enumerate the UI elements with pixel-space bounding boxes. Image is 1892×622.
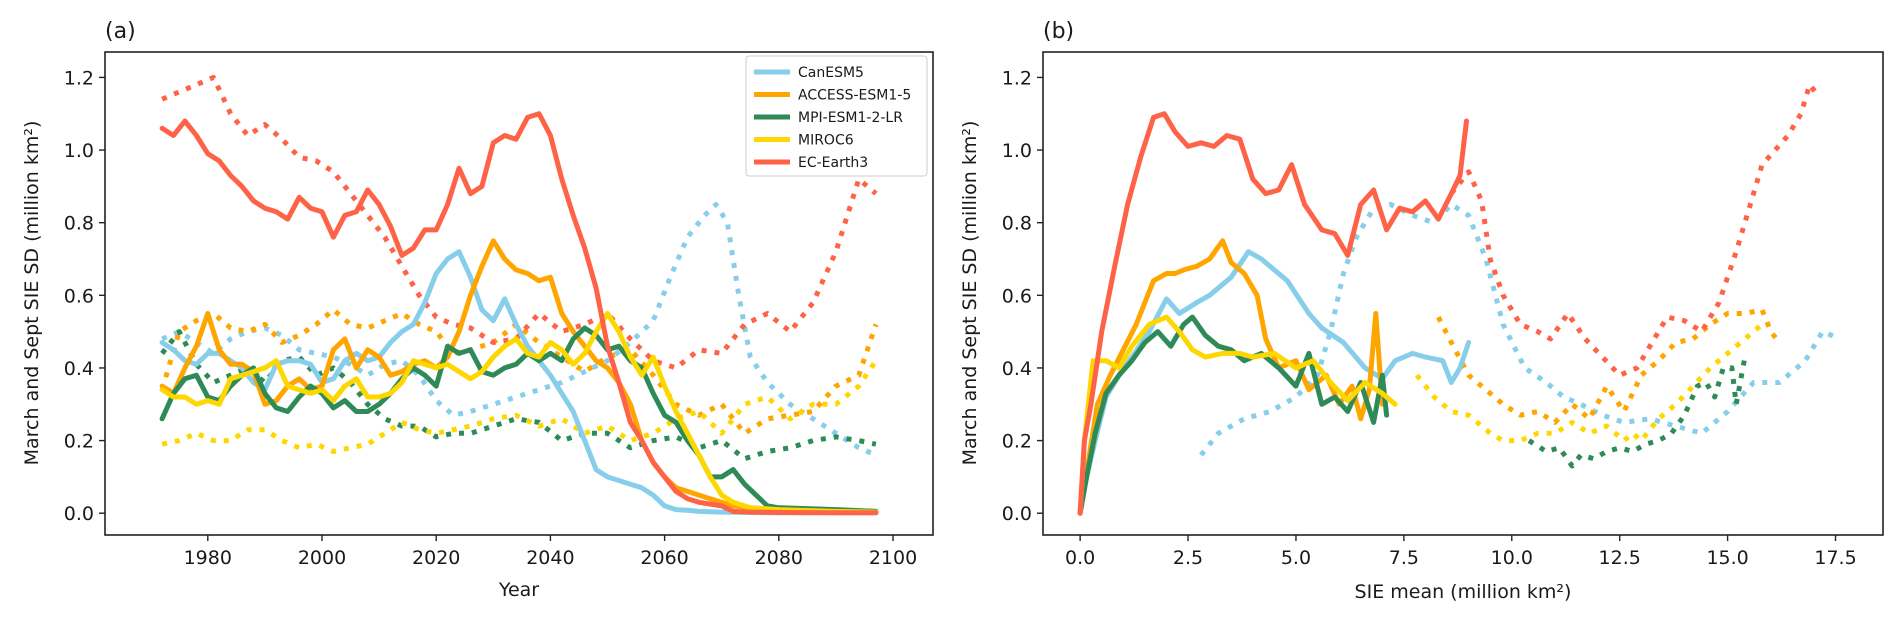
- panel-b-axes-frame: [1042, 51, 1884, 536]
- y-tick-label: 0.4: [1002, 358, 1032, 380]
- y-tick-label: 0.2: [64, 431, 94, 453]
- series-line-miroc6-march: [1414, 322, 1764, 444]
- x-tick-label: 2040: [526, 547, 574, 569]
- x-tick-label: 2000: [298, 547, 346, 569]
- legend-item: ACCESS-ESM1-5: [754, 88, 911, 104]
- panel-b-x-ticks: 0.0 2.5 5.0 7.5 10.0 12.5 15.0 17.5: [1065, 535, 1857, 569]
- y-tick-label: 0.6: [64, 285, 94, 307]
- series-line-ec-earth3-september: [159, 111, 879, 516]
- panel-b-x-axis-label: SIE mean (million km²): [1355, 581, 1572, 603]
- x-tick-label: 2060: [640, 547, 688, 569]
- panel-a-x-axis-label: Year: [498, 579, 539, 601]
- x-tick-label: 15.0: [1706, 547, 1748, 569]
- legend-item: CanESM5: [754, 65, 864, 81]
- panel-b-y-ticks: 0.0 0.2 0.4 0.6 0.8 1.0 1.2: [1002, 67, 1043, 525]
- series-line-mpi-esm1-2-lr-march: [1527, 356, 1748, 469]
- series-line-miroc6-september: [1077, 314, 1398, 516]
- x-tick-label: 2080: [755, 547, 803, 569]
- y-tick-label: 1.2: [64, 67, 94, 89]
- y-tick-label: 0.2: [1002, 431, 1032, 453]
- series-line-access-esm1-5-september: [1077, 238, 1385, 516]
- x-tick-label: 2100: [869, 547, 917, 569]
- series-line-ec-earth3-march: [161, 74, 878, 371]
- legend: CanESM5 ACCESS-ESM1-5 MPI-ESM1-2-LR MIROC6 E…: [745, 55, 928, 177]
- panel-a-y-axis-label: March and Sept SIE SD (million km²): [21, 121, 43, 466]
- y-tick-label: 0.8: [1002, 213, 1032, 235]
- y-tick-label: 0.4: [64, 358, 94, 380]
- legend-item: EC-Earth3: [754, 155, 868, 171]
- y-tick-label: 0.0: [1002, 503, 1032, 525]
- panel-b-series: [1077, 82, 1841, 516]
- x-tick-label: 5.0: [1281, 547, 1311, 569]
- x-tick-label: 0.0: [1065, 547, 1095, 569]
- y-tick-label: 0.6: [1002, 285, 1032, 307]
- panel-b-y-axis-label: March and Sept SIE SD (million km²): [959, 121, 981, 466]
- panel-b: (b) 0.0 2.5 5.0 7.5 10.0 12.5 15.0 17.5 0.00.20…: [959, 19, 1884, 603]
- legend-label: MPI-ESM1-2-LR: [798, 110, 903, 126]
- x-tick-label: 12.5: [1599, 547, 1641, 569]
- panel-a-series: [159, 74, 879, 516]
- legend-item: MIROC6: [754, 133, 854, 149]
- y-tick-label: 0.0: [64, 503, 94, 525]
- panel-a-axes-frame: [104, 51, 934, 536]
- panel-a-y-ticks: 0.0 0.2 0.4 0.6 0.8 1.0 1.2: [64, 67, 105, 525]
- x-tick-label: 2.5: [1173, 547, 1203, 569]
- y-tick-label: 0.8: [64, 213, 94, 235]
- legend-box: [745, 55, 928, 177]
- y-tick-label: 1.0: [1002, 140, 1032, 162]
- panel-a: (a) 1980 2000 2020 2040 2060 2080 2100 0.00.20…: [21, 19, 934, 601]
- x-tick-label: 17.5: [1814, 547, 1856, 569]
- panel-label-a: (a): [105, 19, 136, 44]
- x-tick-label: 7.5: [1389, 547, 1419, 569]
- series-line-mpi-esm1-2-lr-september: [1077, 314, 1390, 516]
- legend-item: MPI-ESM1-2-LR: [754, 110, 903, 126]
- series-line-miroc6-september: [159, 311, 879, 515]
- y-tick-label: 1.2: [1002, 67, 1032, 89]
- x-tick-label: 10.0: [1491, 547, 1533, 569]
- x-tick-label: 1980: [184, 547, 232, 569]
- series-line-ec-earth3-september: [1077, 111, 1469, 516]
- legend-label: MIROC6: [798, 133, 854, 149]
- y-tick-label: 1.0: [64, 140, 94, 162]
- panel-label-b: (b): [1043, 19, 1074, 44]
- legend-label: EC-Earth3: [798, 155, 868, 171]
- x-tick-label: 2020: [412, 547, 460, 569]
- legend-label: CanESM5: [798, 65, 864, 81]
- panel-a-x-ticks: 1980 2000 2020 2040 2060 2080 2100: [184, 535, 917, 569]
- legend-label: ACCESS-ESM1-5: [798, 88, 911, 104]
